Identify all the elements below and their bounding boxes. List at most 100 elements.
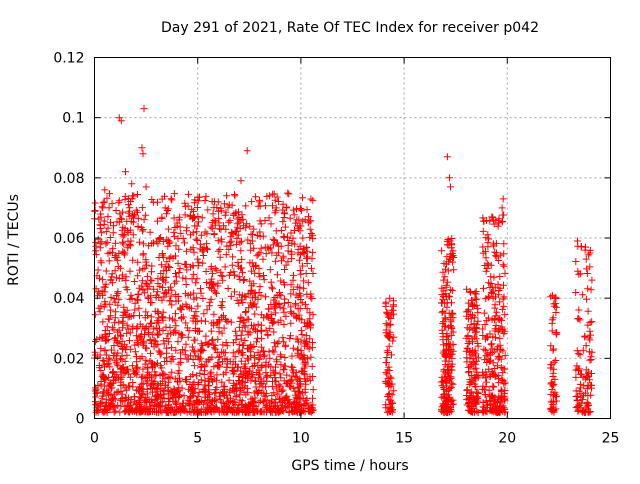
data-point [152,341,160,349]
data-point [496,273,504,280]
data-point [499,365,507,373]
data-point [213,320,221,328]
data-point [467,288,475,296]
data-point [500,211,508,219]
data-point [114,328,122,336]
data-point [154,198,161,206]
data-point [168,196,176,204]
data-point [248,259,256,267]
data-point [154,280,162,288]
data-point [464,315,472,323]
data-point [309,394,316,402]
data-point [195,218,202,226]
data-point [468,408,476,416]
data-point [157,390,165,398]
data-point [199,295,207,302]
data-point [279,218,287,226]
data-point [236,391,244,399]
data-point [266,266,274,274]
data-point [201,397,209,404]
data-point [157,270,165,277]
data-point [103,323,111,331]
data-point [109,379,117,387]
data-point [237,357,245,365]
data-point [552,329,560,336]
data-point [181,211,189,219]
data-point [493,249,500,257]
data-point [550,345,557,353]
data-point [581,375,589,383]
data-point [254,320,262,328]
data-point [250,280,258,288]
data-point [463,395,471,403]
x-tick-label: 5 [193,431,202,447]
data-point [281,223,289,231]
data-point [577,370,585,378]
data-point [275,338,283,346]
data-point [259,232,267,240]
data-point [200,371,208,378]
data-point [192,279,200,287]
data-point [231,401,239,409]
data-point [229,358,237,366]
data-point [584,381,592,389]
data-point [95,304,103,312]
data-point [147,382,154,390]
data-point [482,267,490,275]
data-point [446,375,453,383]
data-point [186,400,194,408]
data-point [109,368,117,376]
data-point [384,366,392,374]
data-point [158,370,166,378]
data-point [143,374,151,382]
data-point [497,364,505,371]
data-point [134,223,142,231]
data-point [501,327,509,335]
data-point [108,324,116,332]
data-point [249,371,257,379]
data-point [139,391,147,399]
data-point [465,306,472,314]
data-point [98,229,106,237]
data-point [291,405,299,413]
data-point [129,256,137,264]
data-point [204,382,212,389]
data-point [260,276,268,284]
data-point [287,290,295,298]
data-point [136,320,144,328]
data-point [494,222,502,230]
data-point [442,283,450,291]
data-point [261,243,269,251]
data-point [547,293,555,301]
data-point [175,245,183,253]
data-point [275,249,283,257]
data-point [472,350,480,358]
data-point [174,394,182,402]
data-point [153,319,161,327]
data-point [138,144,146,152]
data-point [231,288,238,296]
data-point [448,401,456,408]
data-point [184,333,192,341]
data-point [96,221,104,229]
data-point [137,373,145,381]
data-point [163,404,171,412]
data-point [125,394,133,402]
data-point [141,360,149,368]
data-point [190,199,198,207]
data-point [447,286,455,294]
data-point [253,408,261,416]
data-point [191,222,199,230]
data-point [263,192,271,200]
data-point [189,317,197,325]
data-point [236,318,244,325]
data-point [92,251,100,259]
data-point [126,267,134,275]
data-point [485,386,493,394]
data-point [583,295,591,303]
data-point [101,186,109,194]
data-point [494,328,502,336]
data-point [301,375,309,383]
data-point [131,348,139,356]
